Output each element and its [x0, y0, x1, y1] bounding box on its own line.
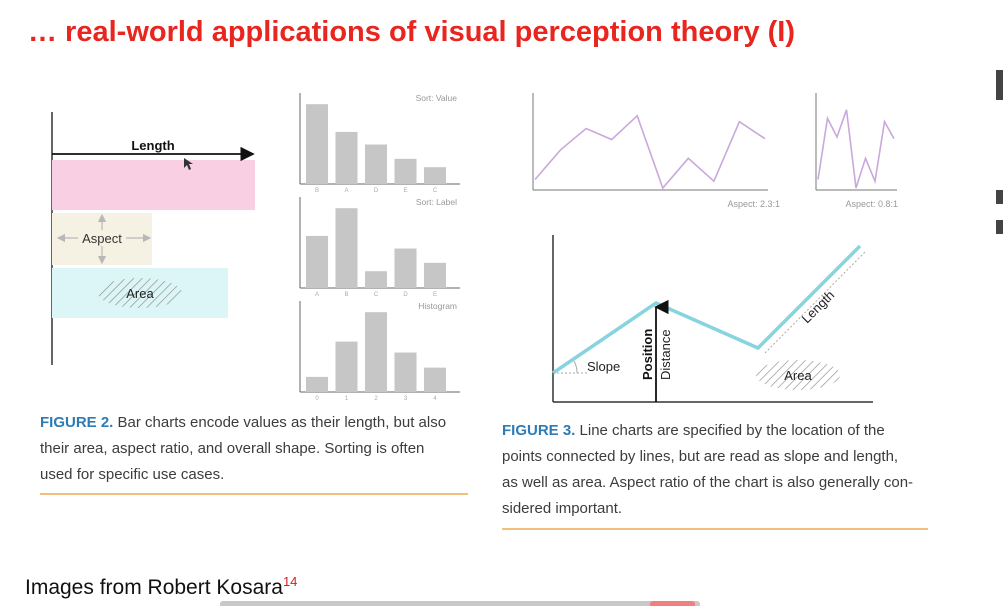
line-series — [817, 109, 895, 189]
bar-mark — [335, 208, 358, 288]
figure2-bar-charts: Sort: Value B A D E C Sort: Label A B C D E Histogra… — [299, 93, 460, 402]
footer-credit: Images from Robert Kosara14 — [25, 574, 297, 600]
bar-tick-label: D — [374, 188, 379, 194]
figure3-caption: FIGURE 3. Line charts are specified by t… — [502, 418, 932, 522]
bar-mark — [306, 104, 328, 184]
line-series — [534, 114, 766, 190]
bottom-scrollbar[interactable] — [220, 601, 700, 606]
bottom-scrollbar-marker — [650, 601, 695, 606]
footer-text: Images from Robert Kosara — [25, 576, 283, 599]
length-bar — [52, 160, 255, 210]
bar-tick-label: D — [403, 292, 408, 298]
figure2-caption-rule — [40, 493, 468, 495]
bar-mark — [424, 367, 446, 392]
figure2-caption: FIGURE 2. Bar charts encode values as th… — [40, 410, 470, 488]
bar-chart-title: Sort: Value — [416, 93, 458, 103]
footer-reference: 14 — [282, 574, 298, 589]
figure3-caption-label: FIGURE 3. — [502, 422, 576, 439]
area-hatch-figure3 — [756, 360, 840, 390]
bar-mark — [365, 312, 387, 392]
figure2-caption-line: their area, aspect ratio, and overall sh… — [40, 440, 425, 457]
figure2-caption-label: FIGURE 2. — [40, 414, 114, 431]
bar-tick-label: A — [344, 188, 348, 194]
figure3-caption-line: Line charts are specified by the locatio… — [579, 422, 885, 439]
line-chart-title: Aspect: 2.3:1 — [727, 199, 780, 209]
area-hatch — [98, 278, 182, 308]
bar-tick-label: B — [344, 292, 348, 298]
bar-mark — [335, 341, 358, 392]
figure2-encoding-diagram: Length Aspect Area — [51, 112, 255, 365]
bar-mark — [335, 131, 358, 184]
bar-mark — [365, 271, 387, 288]
bar-tick-label: 3 — [404, 396, 408, 402]
aspect-label: Aspect — [82, 231, 122, 246]
bar-mark — [306, 235, 328, 288]
bar-mark — [365, 144, 387, 184]
line-chart-title: Aspect: 0.8:1 — [845, 199, 898, 209]
bar-tick-label: C — [374, 292, 379, 298]
bar-mark — [306, 376, 328, 392]
bar-mark — [424, 167, 446, 184]
right-edge-marker — [996, 220, 1003, 234]
bar-tick-label: E — [433, 292, 437, 298]
right-edge-marker — [996, 70, 1003, 100]
bar-tick-label: 4 — [433, 396, 437, 402]
figure3-caption-rule — [502, 528, 928, 530]
length-label: Length — [131, 138, 174, 153]
bar-tick-label: E — [403, 188, 407, 194]
slope-arc — [573, 360, 578, 374]
bar-tick-label: 0 — [315, 396, 319, 402]
figure3-line-diagram: Slope Position Distance Length Area — [552, 235, 873, 403]
area-label: Area — [126, 286, 154, 301]
figure3-aspect-charts: Aspect: 2.3:1 Aspect: 0.8:1 — [532, 93, 898, 209]
length-label-diagonal: Length — [799, 287, 838, 326]
figure3-caption-line: points connected by lines, but are read … — [502, 448, 899, 465]
bar-tick-label: 1 — [345, 396, 349, 402]
figure2-caption-line: Bar charts encode values as their length… — [117, 414, 447, 431]
bar-tick-label: B — [315, 188, 319, 194]
figure2-caption-line: used for specific use cases. — [40, 466, 225, 483]
bar-tick-label: C — [433, 188, 438, 194]
area-label-figure3: Area — [784, 368, 812, 383]
distance-label: Distance — [658, 329, 673, 380]
bar-mark — [424, 262, 446, 288]
bar-mark — [394, 158, 417, 184]
bar-mark — [394, 248, 417, 288]
right-edge-marker — [996, 190, 1003, 204]
bar-tick-label: 2 — [374, 396, 378, 402]
figure3-caption-line: sidered important. — [502, 500, 623, 517]
figure3-caption-line: as well as area. Aspect ratio of the cha… — [502, 474, 914, 491]
bar-tick-label: A — [315, 292, 319, 298]
bar-mark — [394, 352, 417, 392]
bar-chart-title: Histogram — [418, 301, 457, 311]
slide-title: … real-world applications of visual perc… — [28, 16, 796, 48]
slope-label: Slope — [587, 359, 620, 374]
cursor-icon — [184, 158, 193, 170]
position-label: Position — [640, 329, 655, 380]
bar-chart-title: Sort: Label — [416, 197, 457, 207]
figure3-main-line — [552, 244, 862, 375]
